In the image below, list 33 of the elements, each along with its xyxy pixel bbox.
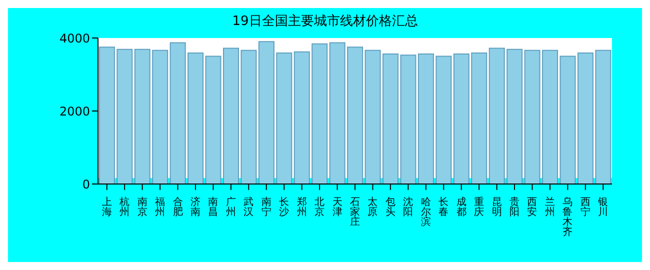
x-tick-label: 上海 xyxy=(102,196,112,218)
x-tick-label: 银川 xyxy=(597,197,608,218)
x-tick-label: 长沙 xyxy=(279,196,290,218)
x-tick-label: 成都 xyxy=(456,196,466,218)
y-tick-label: 2000 xyxy=(59,104,90,118)
x-tick-label: 南宁 xyxy=(261,196,272,218)
x-tick-label: 北京 xyxy=(314,196,325,218)
x-tick-label: 济南 xyxy=(190,196,200,218)
x-tick-label: 天津 xyxy=(332,197,342,218)
x-tick-label: 合肥 xyxy=(172,196,183,218)
x-tick-label: 哈尔滨 xyxy=(420,196,431,228)
x-tick-label: 包头 xyxy=(385,196,396,218)
x-tick-label: 重庆 xyxy=(474,196,484,218)
x-tick-label: 沈阳 xyxy=(403,196,414,218)
x-tick-label: 太原 xyxy=(368,196,378,218)
x-tick-label: 乌鲁木齐 xyxy=(562,196,573,238)
x-tick-label: 广州 xyxy=(226,196,236,218)
y-tick-label: 0 xyxy=(82,177,90,192)
x-tick-label: 南昌 xyxy=(208,196,218,218)
x-tick-label: 武汉 xyxy=(244,196,254,218)
x-tick-label: 南京 xyxy=(137,196,148,218)
x-tick-label: 西安 xyxy=(527,197,538,218)
chart-title: 19日全国主要城市线材价格汇总 xyxy=(231,13,419,29)
x-tick-label: 兰州 xyxy=(544,196,555,218)
x-tick-label: 西宁 xyxy=(580,197,590,218)
x-tick-label: 长春 xyxy=(438,196,449,218)
x-tick-label: 昆明 xyxy=(492,197,502,218)
x-tick-label: 石家庄 xyxy=(350,197,360,228)
x-tick-label: 福州 xyxy=(155,196,166,218)
x-tick-label: 郑州 xyxy=(296,196,307,218)
x-tick-label: 贵阳 xyxy=(510,196,520,218)
x-tick-label: 杭州 xyxy=(118,196,130,218)
y-tick-label: 4000 xyxy=(59,31,90,46)
